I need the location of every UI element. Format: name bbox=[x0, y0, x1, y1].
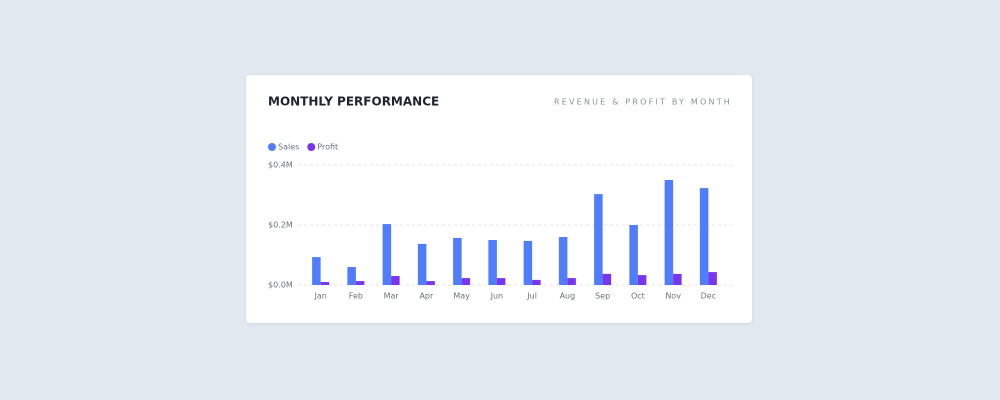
x-tick-label: Dec bbox=[701, 292, 716, 301]
bar bbox=[594, 194, 603, 285]
x-tick-label: Aug bbox=[560, 292, 576, 301]
bar bbox=[523, 240, 533, 285]
legend-label: Profit bbox=[317, 143, 338, 152]
bar bbox=[391, 276, 400, 285]
bar bbox=[699, 188, 709, 285]
x-tick-label: Jan bbox=[313, 292, 326, 301]
chart-subtitle: REVENUE & PROFIT BY MONTH bbox=[554, 98, 732, 107]
x-tick-label: Apr bbox=[419, 292, 434, 301]
x-tick-label: Mar bbox=[384, 292, 400, 301]
bar bbox=[312, 257, 321, 285]
bar bbox=[708, 272, 717, 285]
bar bbox=[637, 275, 647, 285]
bar bbox=[417, 243, 427, 285]
y-tick-label: $0.0M bbox=[268, 281, 293, 290]
x-tick-label: May bbox=[453, 292, 470, 301]
x-tick-label: Feb bbox=[349, 292, 363, 301]
bar bbox=[629, 225, 638, 285]
bar bbox=[567, 278, 576, 285]
bar bbox=[355, 281, 365, 285]
bar bbox=[602, 273, 612, 285]
x-tick-label: Jul bbox=[526, 292, 537, 301]
bar bbox=[320, 282, 330, 285]
bar bbox=[382, 224, 392, 285]
bar bbox=[496, 278, 506, 285]
legend-swatch bbox=[268, 143, 276, 151]
bar bbox=[673, 273, 682, 285]
x-tick-label: Jun bbox=[490, 292, 504, 301]
y-tick-label: $0.4M bbox=[268, 161, 293, 170]
card bbox=[246, 75, 752, 323]
chart-title: MONTHLY PERFORMANCE bbox=[268, 95, 439, 109]
y-tick-label: $0.2M bbox=[268, 221, 293, 230]
x-tick-label: Sep bbox=[595, 292, 610, 301]
bar bbox=[558, 237, 568, 285]
bar bbox=[453, 237, 462, 285]
bar bbox=[426, 281, 435, 285]
bar bbox=[347, 267, 356, 285]
bar bbox=[532, 279, 541, 285]
x-tick-label: Nov bbox=[665, 292, 681, 301]
bar bbox=[488, 240, 497, 285]
x-tick-label: Oct bbox=[631, 292, 645, 301]
bar bbox=[461, 278, 471, 285]
bar bbox=[664, 180, 674, 285]
legend-label: Sales bbox=[278, 143, 299, 152]
legend-swatch bbox=[307, 143, 316, 151]
